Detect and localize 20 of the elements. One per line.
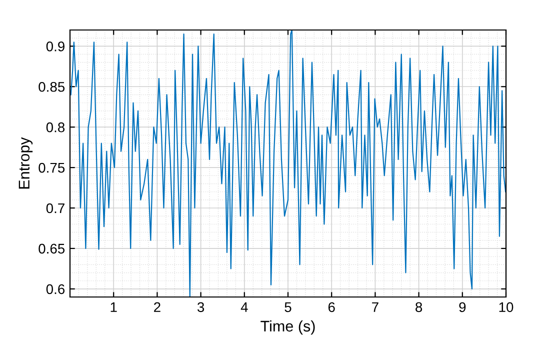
y-tick-label: 0.8 bbox=[46, 122, 65, 132]
y-tick-label: 0.75 bbox=[38, 162, 65, 173]
x-tick-label: 3 bbox=[197, 302, 204, 312]
x-axis-title: Time (s) bbox=[260, 320, 315, 335]
x-tick-label: 4 bbox=[240, 302, 248, 312]
y-tick-label: 0.85 bbox=[38, 82, 65, 92]
x-tick-label: 8 bbox=[416, 302, 422, 312]
x-tick-label: 2 bbox=[154, 302, 160, 312]
y-tick-label: 0.7 bbox=[46, 203, 64, 214]
line-series bbox=[70, 30, 506, 297]
x-tick-label: 1 bbox=[110, 302, 117, 312]
y-tick-label: 0.6 bbox=[46, 284, 65, 294]
x-tick-label: 5 bbox=[284, 302, 292, 312]
x-tick-label: 6 bbox=[328, 302, 335, 312]
x-tick-label: 10 bbox=[499, 302, 514, 312]
y-tick-label: 0.9 bbox=[46, 42, 64, 52]
y-axis-title: Entropy bbox=[18, 137, 33, 189]
x-tick-label: 7 bbox=[372, 302, 378, 312]
x-tick-label: 9 bbox=[459, 302, 466, 312]
y-tick-label: 0.65 bbox=[38, 244, 65, 254]
